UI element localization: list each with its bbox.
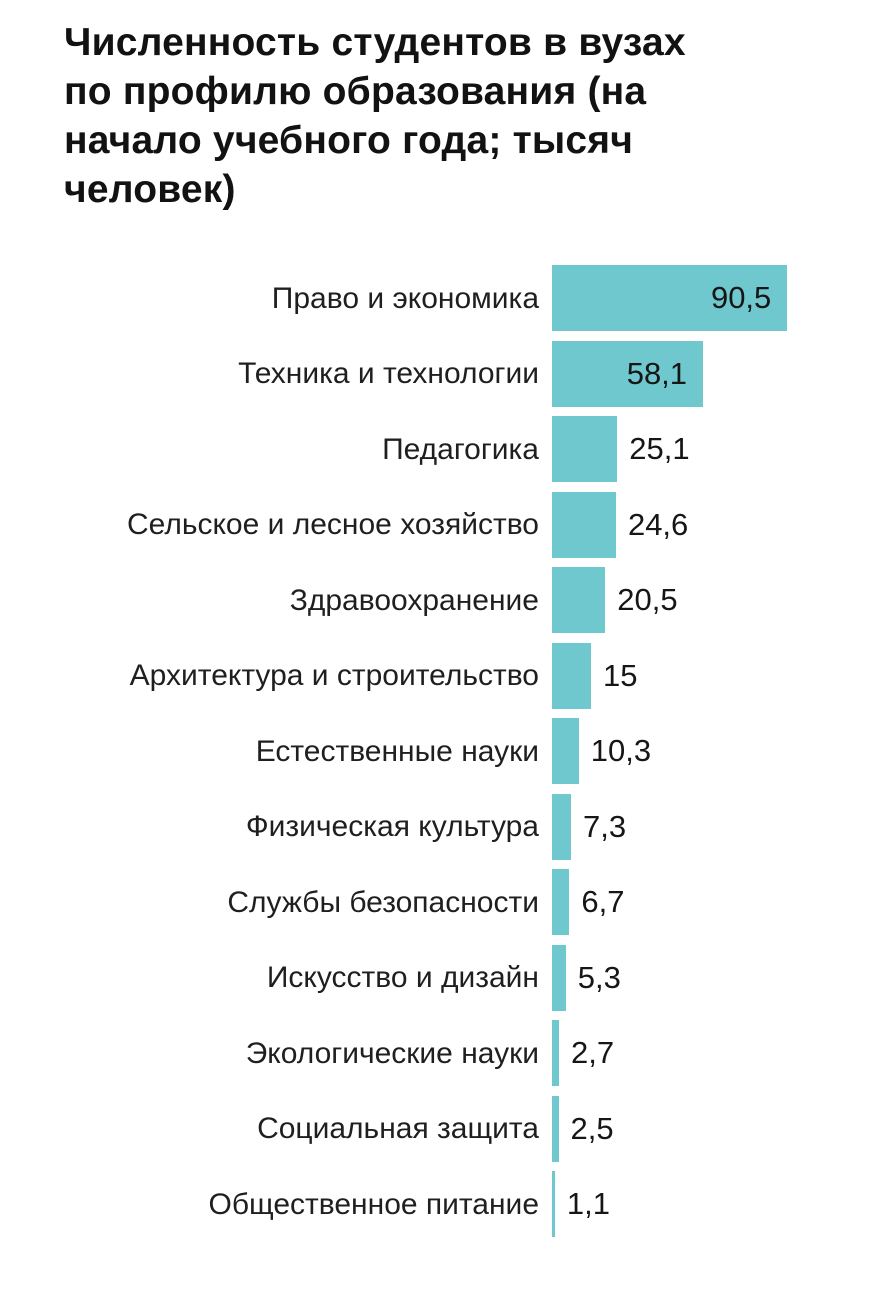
bar-area: 5,3 [552,944,889,1011]
category-label: Естественные науки [255,734,539,768]
bar-area: 2,5 [552,1095,889,1162]
bar [552,491,616,558]
bar-area: 1,1 [552,1171,889,1238]
bar-area: 25,1 [552,416,889,483]
bar-area: 20,5 [552,567,889,634]
value-label: 58,1 [626,355,688,391]
bar-row: Службы безопасности 6,7 [0,865,889,941]
category-label: Физическая культура [245,810,539,844]
bar-row: Экологические науки 2,7 [0,1016,889,1092]
bar [552,793,571,860]
value-label: 20,5 [617,582,678,618]
value-label: 10,3 [590,733,652,769]
bar-row: Право и экономика 90,5 [0,261,889,337]
category-label: Право и экономика [271,281,539,315]
bar-area: 10,3 [552,718,889,785]
category-label: Социальная защита [257,1112,539,1146]
bar-area: 15 [552,642,889,709]
category-label: Службы безопасности [227,885,539,919]
bar-row: Общественное питание 1,1 [0,1167,889,1243]
bar: 58,1 [552,340,704,407]
value-label: 5,3 [577,959,621,995]
page-title: Численность студентов в вузах по профилю… [64,21,686,212]
bar [552,567,606,634]
category-label: Общественное питание [208,1187,539,1221]
value-label: 7,3 [582,808,627,844]
bar-row: Физическая культура 7,3 [0,789,889,865]
bar-row: Социальная защита 2,5 [0,1091,889,1167]
bar [552,1020,560,1087]
category-label: Здравоохранение [289,583,539,617]
category-label: Сельское и лесное хозяйство [126,508,539,542]
value-label: 2,7 [571,1035,615,1071]
bar [552,1171,555,1238]
bar [552,416,618,483]
value-label: 2,5 [570,1110,614,1146]
bar-row: Здравоохранение 20,5 [0,563,889,639]
bar-area: 7,3 [552,793,889,860]
bar-row: Педагогика 25,1 [0,412,889,488]
bar [552,869,570,936]
bar-row: Искусство и дизайн 5,3 [0,940,889,1016]
bar [552,944,566,1011]
bar-chart: Право и экономика 90,5 Техника и технологи… [0,261,889,1243]
bar-area: 24,6 [552,491,889,558]
value-label: 1,1 [566,1186,610,1222]
bar [552,718,579,785]
value-label: 24,6 [627,506,689,542]
value-label: 6,7 [581,884,625,920]
bar [552,1095,559,1162]
value-label: 25,1 [629,431,690,467]
value-label: 90,5 [710,280,772,316]
category-label: Техника и технологии [238,357,539,391]
category-label: Искусство и дизайн [266,961,539,995]
bar: 90,5 [552,265,788,332]
category-label: Экологические науки [245,1036,539,1070]
bar-rows: Право и экономика 90,5 Техника и технологи… [0,261,889,1243]
bar-area: 6,7 [552,869,889,936]
bar-row: Естественные науки 10,3 [0,714,889,790]
bar [552,642,591,709]
bar-area: 90,5 [552,265,889,332]
category-label: Архитектура и строительство [129,659,539,693]
bar-row: Техника и технологии 58,1 [0,336,889,412]
category-label: Педагогика [382,432,539,466]
value-label: 15 [603,657,638,693]
bar-area: 2,7 [552,1020,889,1087]
bar-row: Архитектура и строительство 15 [0,638,889,714]
bar-row: Сельское и лесное хозяйство 24,6 [0,487,889,563]
bar-area: 58,1 [552,340,889,407]
